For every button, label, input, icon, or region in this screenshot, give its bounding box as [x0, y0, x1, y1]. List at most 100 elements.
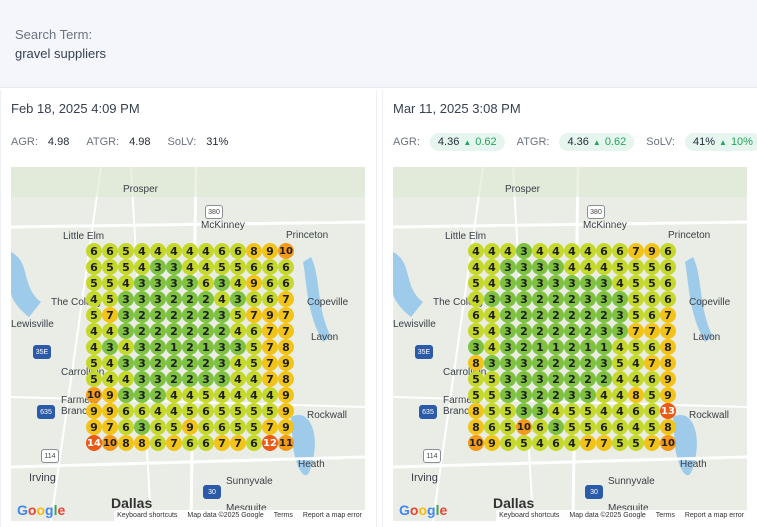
rank-point[interactable]: 5: [612, 355, 628, 371]
rank-point[interactable]: 7: [102, 419, 118, 435]
rank-point[interactable]: 6: [214, 419, 230, 435]
rank-heatmap-map[interactable]: Prosper McKinney Princeton Little Elm Th…: [11, 167, 365, 521]
rank-point[interactable]: 5: [118, 259, 134, 275]
rank-point[interactable]: 3: [612, 291, 628, 307]
rank-point[interactable]: 5: [86, 355, 102, 371]
rank-point[interactable]: 2: [564, 371, 580, 387]
rank-point[interactable]: 10: [468, 435, 484, 451]
rank-point[interactable]: 5: [564, 403, 580, 419]
rank-point[interactable]: 3: [198, 371, 214, 387]
rank-point[interactable]: 6: [246, 323, 262, 339]
rank-point[interactable]: 6: [644, 339, 660, 355]
rank-point[interactable]: 6: [262, 275, 278, 291]
rank-point[interactable]: 2: [150, 339, 166, 355]
rank-point[interactable]: 3: [150, 291, 166, 307]
rank-point[interactable]: 9: [660, 371, 676, 387]
rank-point[interactable]: 6: [644, 403, 660, 419]
rank-point[interactable]: 2: [150, 307, 166, 323]
rank-point[interactable]: 3: [134, 371, 150, 387]
rank-point[interactable]: 2: [532, 323, 548, 339]
rank-point[interactable]: 4: [86, 291, 102, 307]
rank-point[interactable]: 2: [532, 355, 548, 371]
rank-point[interactable]: 3: [134, 355, 150, 371]
rank-point[interactable]: 8: [468, 403, 484, 419]
rank-point[interactable]: 3: [596, 355, 612, 371]
rank-point[interactable]: 3: [214, 275, 230, 291]
rank-point[interactable]: 5: [628, 275, 644, 291]
rank-point[interactable]: 3: [532, 259, 548, 275]
rank-point[interactable]: 3: [548, 419, 564, 435]
rank-point[interactable]: 4: [484, 259, 500, 275]
rank-point[interactable]: 4: [612, 403, 628, 419]
rank-point[interactable]: 2: [182, 355, 198, 371]
rank-point[interactable]: 9: [102, 387, 118, 403]
rank-point[interactable]: 5: [246, 355, 262, 371]
rank-point[interactable]: 3: [166, 259, 182, 275]
rank-point[interactable]: 4: [484, 243, 500, 259]
rank-point[interactable]: 4: [596, 387, 612, 403]
rank-point[interactable]: 7: [278, 291, 294, 307]
rank-point[interactable]: 6: [468, 307, 484, 323]
rank-point[interactable]: 4: [150, 403, 166, 419]
rank-point[interactable]: 7: [644, 435, 660, 451]
rank-point[interactable]: 4: [182, 387, 198, 403]
rank-point[interactable]: 6: [134, 403, 150, 419]
rank-point[interactable]: 4: [564, 435, 580, 451]
rank-point[interactable]: 3: [564, 275, 580, 291]
rank-point[interactable]: 5: [102, 291, 118, 307]
rank-point[interactable]: 8: [468, 419, 484, 435]
rank-point[interactable]: 2: [516, 339, 532, 355]
rank-point[interactable]: 9: [182, 419, 198, 435]
rank-point[interactable]: 3: [118, 355, 134, 371]
rank-point[interactable]: 2: [532, 387, 548, 403]
rank-point[interactable]: 7: [278, 323, 294, 339]
rank-point[interactable]: 3: [596, 323, 612, 339]
rank-point[interactable]: 6: [612, 419, 628, 435]
rank-point[interactable]: 9: [484, 435, 500, 451]
rank-point[interactable]: 5: [580, 419, 596, 435]
rank-point[interactable]: 3: [500, 387, 516, 403]
rank-point[interactable]: 9: [644, 243, 660, 259]
rank-point[interactable]: 8: [468, 355, 484, 371]
rank-point[interactable]: 4: [198, 259, 214, 275]
rank-point[interactable]: 4: [262, 387, 278, 403]
rank-point[interactable]: 5: [628, 291, 644, 307]
rank-point[interactable]: 4: [102, 371, 118, 387]
rank-point[interactable]: 7: [580, 435, 596, 451]
rank-point[interactable]: 2: [182, 371, 198, 387]
rank-point[interactable]: 10: [660, 435, 676, 451]
rank-point[interactable]: 7: [166, 435, 182, 451]
rank-point[interactable]: 2: [182, 323, 198, 339]
rank-point[interactable]: 10: [102, 435, 118, 451]
rank-point[interactable]: 6: [102, 243, 118, 259]
rank-point[interactable]: 3: [118, 387, 134, 403]
rank-point[interactable]: 1: [580, 339, 596, 355]
rank-point[interactable]: 3: [500, 371, 516, 387]
rank-point[interactable]: 8: [278, 339, 294, 355]
rank-point[interactable]: 4: [468, 259, 484, 275]
rank-point[interactable]: 3: [516, 291, 532, 307]
rank-point[interactable]: 5: [612, 259, 628, 275]
rank-point[interactable]: 3: [150, 275, 166, 291]
rank-point[interactable]: 5: [468, 371, 484, 387]
rank-point[interactable]: 6: [198, 403, 214, 419]
rank-point[interactable]: 3: [214, 371, 230, 387]
rank-point[interactable]: 5: [246, 339, 262, 355]
rank-point[interactable]: 2: [182, 307, 198, 323]
rank-point[interactable]: 2: [166, 323, 182, 339]
rank-point[interactable]: 2: [548, 323, 564, 339]
rank-point[interactable]: 7: [278, 307, 294, 323]
rank-point[interactable]: 9: [660, 387, 676, 403]
rank-point[interactable]: 4: [134, 243, 150, 259]
rank-point[interactable]: 3: [532, 371, 548, 387]
report-map-error-link[interactable]: Report a map error: [684, 512, 744, 519]
rank-point[interactable]: 3: [596, 291, 612, 307]
rank-point[interactable]: 2: [166, 371, 182, 387]
rank-point[interactable]: 3: [214, 307, 230, 323]
rank-point[interactable]: 2: [548, 387, 564, 403]
rank-point[interactable]: 5: [102, 259, 118, 275]
rank-point[interactable]: 9: [86, 419, 102, 435]
rank-point[interactable]: 3: [500, 275, 516, 291]
rank-point[interactable]: 3: [134, 339, 150, 355]
rank-point[interactable]: 4: [612, 387, 628, 403]
